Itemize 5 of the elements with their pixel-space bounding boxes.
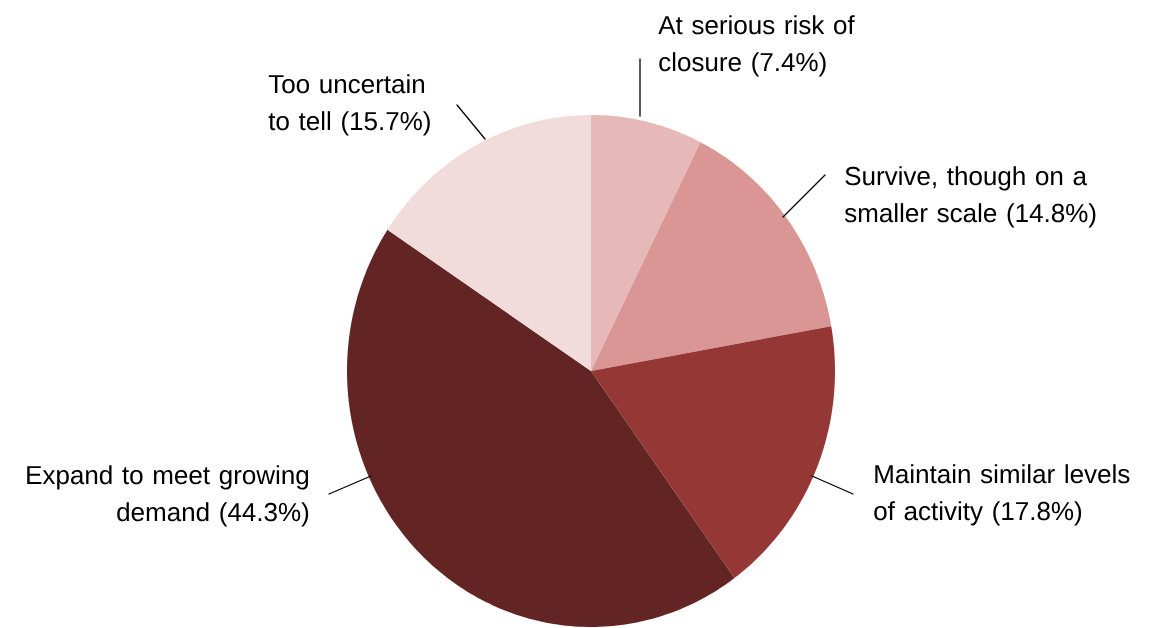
- slice-label: Too uncertain to tell (15.7%): [268, 74, 430, 136]
- slice-label: Maintain similar levels of activity (17.8%): [874, 464, 1130, 526]
- slice-label: Expand to meet growing demand (44.3%): [27, 465, 309, 527]
- slice-label: Survive, though on a smaller scale (14.8%): [844, 166, 1096, 228]
- slice-label: At serious risk of closure (7.4%): [658, 15, 855, 77]
